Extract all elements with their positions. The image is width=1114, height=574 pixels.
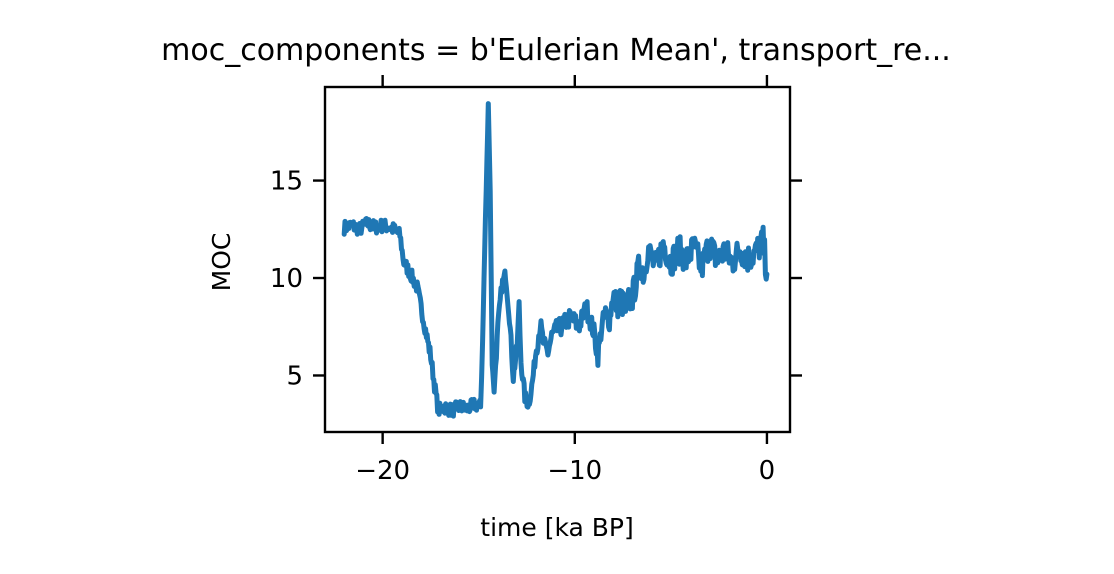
x-tick-label: 0 [759,456,776,486]
y-tick-label: 10 [270,264,303,294]
plot-frame [323,85,792,434]
y-axis-label: MOC [207,233,236,292]
series-line-0 [341,101,770,419]
chart-title: moc_components = b'Eulerian Mean', trans… [161,33,951,68]
x-tick-label: −10 [547,456,602,486]
x-tick-label: −20 [355,456,410,486]
y-tick-label: 5 [286,361,303,391]
plot-area [341,101,770,419]
x-axis-label: time [ka BP] [480,513,633,542]
axis-ticks: −20 −10 0 5 10 15 [270,75,802,486]
y-tick-label: 15 [270,167,303,197]
